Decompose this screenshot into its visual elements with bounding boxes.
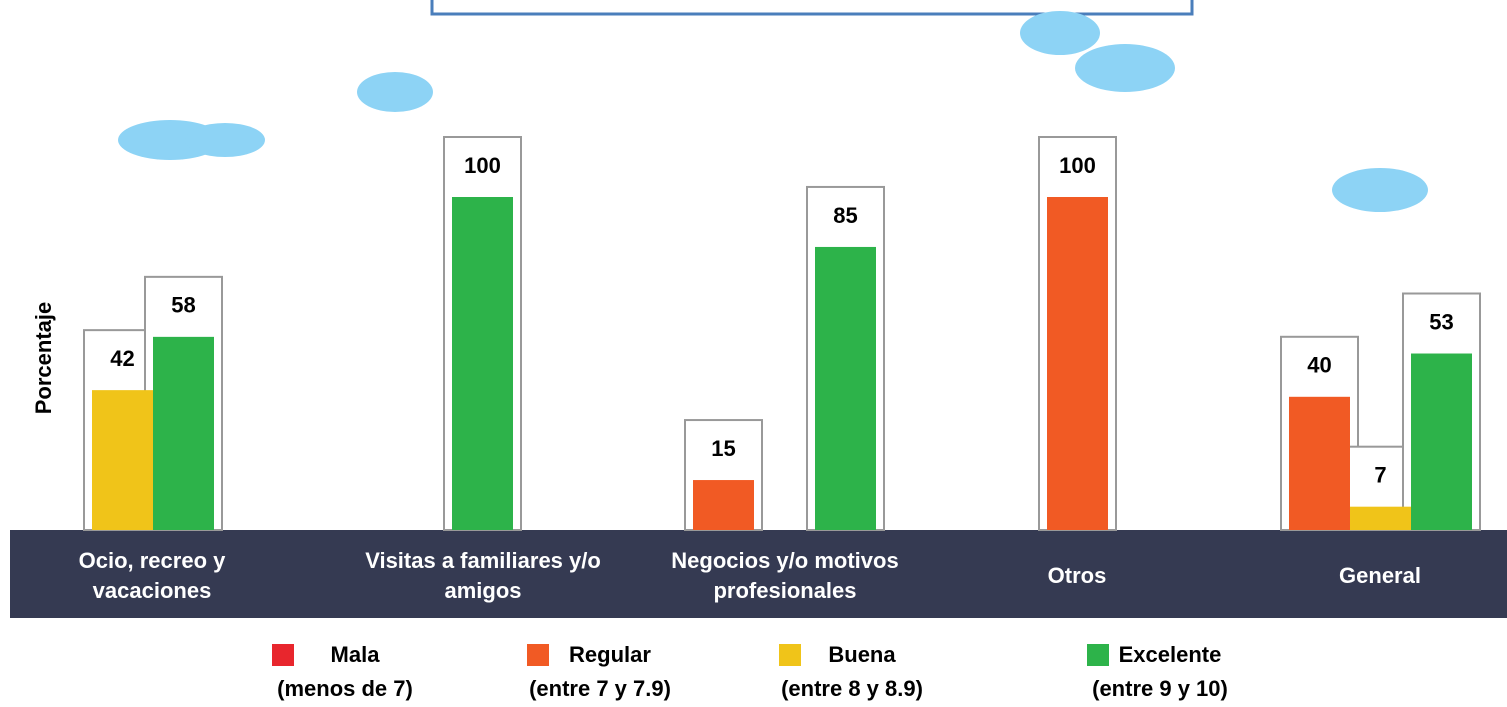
legend-swatch — [272, 644, 294, 666]
legend-label: Mala — [331, 642, 381, 667]
x-tick-label: Otros — [957, 536, 1197, 616]
legend-label: Buena — [828, 642, 896, 667]
clouds — [118, 11, 1428, 212]
page: Porcentaje 42 58 100 15 85 100 40 7 53 Mala (menos… — [0, 0, 1507, 707]
title-box — [432, 0, 1192, 14]
bar — [693, 480, 754, 530]
legend-swatch — [527, 644, 549, 666]
data-label: 100 — [1059, 153, 1096, 178]
bar — [1350, 507, 1411, 530]
bar — [153, 337, 214, 530]
frames — [84, 137, 1480, 530]
legend-range: (entre 7 y 7.9) — [529, 676, 671, 701]
y-axis-label: Porcentaje — [31, 302, 56, 415]
bar — [1411, 354, 1472, 530]
labels: 42 58 100 15 85 100 40 7 53 — [110, 153, 1453, 488]
legend-range: (entre 9 y 10) — [1092, 676, 1228, 701]
legend-swatch — [1087, 644, 1109, 666]
bar — [1289, 397, 1350, 530]
legend-swatch — [779, 644, 801, 666]
x-tick-label: General — [1260, 536, 1500, 616]
legend-label: Regular — [569, 642, 651, 667]
data-label: 100 — [464, 153, 501, 178]
x-tick-label: Visitas a familiares y/o amigos — [363, 536, 603, 616]
bar — [815, 247, 876, 530]
data-label: 15 — [711, 436, 735, 461]
data-label: 42 — [110, 346, 134, 371]
data-label: 7 — [1374, 463, 1386, 488]
legend-range: (menos de 7) — [277, 676, 413, 701]
bar — [1047, 197, 1108, 530]
bar — [452, 197, 513, 530]
bar — [92, 390, 153, 530]
data-label: 58 — [171, 293, 195, 318]
legend-label: Excelente — [1119, 642, 1222, 667]
bars — [92, 197, 1472, 530]
x-tick-label: Ocio, recreo y vacaciones — [32, 536, 272, 616]
x-tick-label: Negocios y/o motivos profesionales — [665, 536, 905, 616]
data-label: 53 — [1429, 309, 1453, 334]
data-label: 40 — [1307, 353, 1331, 378]
data-label: 85 — [833, 203, 857, 228]
legend-range: (entre 8 y 8.9) — [781, 676, 923, 701]
